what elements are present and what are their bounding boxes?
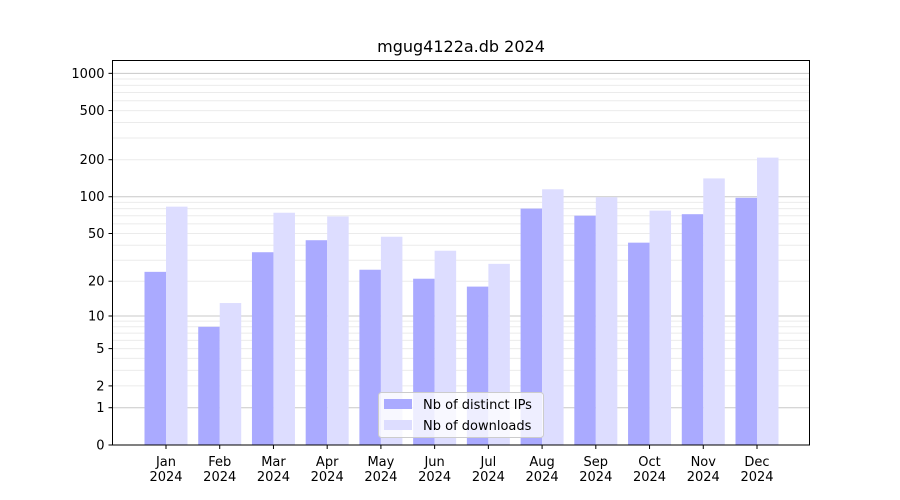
legend: Nb of distinct IPs Nb of downloads <box>378 392 544 438</box>
bar-ips <box>305 240 328 445</box>
y-axis: 0 1 2 5 10 20 50 100 200 500 1000 <box>71 67 113 454</box>
bar-ips <box>251 252 274 445</box>
y-tick-label: 1 <box>96 401 104 416</box>
bar-downloads <box>649 210 672 445</box>
y-tick-label: 50 <box>88 227 105 242</box>
bar-downloads <box>219 303 242 445</box>
chart-title: mgug4122a.db 2024 <box>377 37 545 56</box>
legend-label-downloads: Nb of downloads <box>423 419 532 434</box>
y-tick-label: 0 <box>96 439 104 454</box>
y-tick-label: 1000 <box>71 67 104 82</box>
legend-label-ips: Nb of distinct IPs <box>423 398 532 413</box>
bar-ips <box>520 208 543 445</box>
bar-downloads <box>595 197 618 445</box>
y-tick-label: 500 <box>80 104 105 119</box>
bar-downloads <box>703 178 725 446</box>
x-tick-label: May 2024 <box>364 455 397 485</box>
bar-ips <box>735 197 757 445</box>
bar-downloads <box>542 189 564 445</box>
y-tick-label: 100 <box>80 190 105 205</box>
bar-downloads <box>166 206 188 445</box>
y-tick-label: 10 <box>88 310 105 325</box>
x-tick-label: Dec 2024 <box>740 455 773 485</box>
x-tick-label: Jun 2024 <box>418 455 451 485</box>
x-tick-label: Oct 2024 <box>633 455 666 485</box>
legend-swatch-downloads <box>384 420 412 430</box>
y-tick-label: 200 <box>80 153 105 168</box>
x-tick-label: Nov 2024 <box>687 455 720 485</box>
y-tick-label: 20 <box>88 275 105 290</box>
bar-downloads <box>757 157 779 445</box>
x-tick-label: Aug 2024 <box>526 455 559 485</box>
x-tick-label: Apr 2024 <box>311 455 344 485</box>
bar-ips <box>574 215 596 445</box>
bar-downloads <box>327 216 349 445</box>
x-tick-label: Mar 2024 <box>257 455 290 485</box>
y-tick-label: 5 <box>96 342 104 357</box>
x-tick-label: Sep 2024 <box>579 455 612 485</box>
x-axis: Jan 2024 Feb 2024 Mar 2024 Apr 2024 May 2024 Jun 20… <box>149 445 774 485</box>
x-tick-label: Feb 2024 <box>203 455 236 485</box>
bar-ips <box>359 269 381 445</box>
axes-frame <box>112 60 810 446</box>
bar-ips <box>628 242 650 445</box>
bar-ips <box>198 326 220 445</box>
x-tick-label: Jul 2024 <box>472 455 505 485</box>
legend-swatch-ips <box>384 399 412 409</box>
bar-ips <box>681 214 704 445</box>
x-tick-label: Jan 2024 <box>149 455 182 485</box>
y-tick-label: 2 <box>96 379 104 394</box>
bar-downloads <box>273 212 295 445</box>
bar-ips <box>144 271 166 445</box>
